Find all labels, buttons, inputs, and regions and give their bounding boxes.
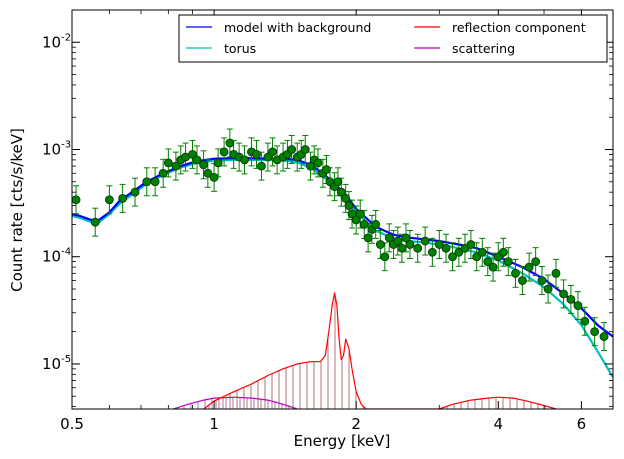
data-point xyxy=(336,187,346,197)
data-point xyxy=(341,193,351,203)
data-point xyxy=(344,201,354,210)
data-point xyxy=(397,243,407,253)
data-point xyxy=(543,284,553,294)
plot-frame xyxy=(71,9,614,410)
x-tick-label: 0.5 xyxy=(60,415,84,433)
data-point xyxy=(477,247,487,257)
data-point xyxy=(393,236,403,246)
legend-label-scattering: scattering xyxy=(452,41,515,56)
data-point xyxy=(448,252,457,262)
data-point xyxy=(142,177,152,187)
data-point xyxy=(171,161,181,171)
data-point xyxy=(580,316,590,326)
data-point xyxy=(287,145,297,154)
data-point xyxy=(225,138,235,148)
data-point xyxy=(518,276,527,285)
legend-box xyxy=(178,14,608,63)
data-point xyxy=(466,240,476,249)
data-point xyxy=(384,233,394,243)
data-point xyxy=(252,150,261,159)
data-point xyxy=(130,187,140,197)
data-point xyxy=(599,332,609,341)
data-point xyxy=(573,301,583,311)
data-point xyxy=(158,168,168,178)
x-tick-label: 2 xyxy=(351,415,361,433)
y-tick-label: 10-5 xyxy=(42,354,71,373)
data-point xyxy=(268,147,277,157)
data-point xyxy=(434,240,444,249)
x-tick-label: 4 xyxy=(494,415,504,433)
data-point xyxy=(531,257,541,267)
data-point xyxy=(427,247,437,257)
data-point xyxy=(441,243,451,253)
data-point xyxy=(590,327,600,337)
data-point xyxy=(371,220,381,229)
data-point xyxy=(163,158,173,168)
data-point xyxy=(380,252,390,262)
data-point xyxy=(413,243,423,253)
data-point xyxy=(401,233,411,243)
data-point xyxy=(118,193,128,203)
data-point xyxy=(488,262,498,272)
data-point xyxy=(313,158,323,168)
legend: model with background torus reflection c… xyxy=(178,14,608,63)
data-point xyxy=(498,247,508,257)
data-points xyxy=(72,138,609,341)
y-axis-label: Count rate [cts/s/keV] xyxy=(8,128,26,292)
x-axis-ticks: 0.5 1 2 4 6 xyxy=(60,10,614,433)
x-tick-label: 6 xyxy=(577,415,587,433)
data-point xyxy=(213,158,223,168)
data-point xyxy=(257,161,266,171)
plot-content xyxy=(72,128,613,409)
data-point xyxy=(351,215,361,225)
data-point xyxy=(363,233,373,243)
data-point xyxy=(511,268,520,278)
x-axis-label: Energy [keV] xyxy=(294,432,391,450)
data-point xyxy=(240,155,249,165)
data-point xyxy=(551,268,561,278)
data-point xyxy=(306,161,315,171)
data-point xyxy=(355,209,365,219)
legend-label-reflection: reflection component xyxy=(452,20,586,35)
data-point xyxy=(322,165,331,174)
data-point xyxy=(454,247,464,257)
data-point xyxy=(483,257,493,267)
torus-line xyxy=(72,158,613,378)
legend-label-model: model with background xyxy=(224,20,371,35)
data-point xyxy=(359,220,369,229)
y-tick-label: 10-3 xyxy=(42,139,71,158)
data-point xyxy=(503,257,513,267)
data-point xyxy=(405,240,415,249)
y-axis-ticks: 10-5 10-4 10-3 10-2 xyxy=(42,9,613,408)
y-tick-label: 10-2 xyxy=(42,32,71,51)
data-errorbars xyxy=(73,128,608,352)
reflection-hatching xyxy=(176,295,553,409)
data-point xyxy=(375,240,385,249)
data-point xyxy=(524,262,534,272)
data-point xyxy=(192,155,202,165)
data-point xyxy=(566,294,576,304)
data-point xyxy=(150,177,160,187)
data-point xyxy=(209,172,219,182)
data-point xyxy=(333,177,343,187)
data-point xyxy=(90,217,100,227)
data-point xyxy=(300,145,310,154)
data-point xyxy=(199,160,208,170)
data-point xyxy=(559,289,568,299)
data-point xyxy=(537,276,547,285)
data-point xyxy=(219,147,229,157)
legend-label-torus: torus xyxy=(224,41,256,56)
y-tick-label: 10-4 xyxy=(42,247,71,266)
data-point xyxy=(420,236,430,246)
data-point xyxy=(203,168,213,178)
scattering-line xyxy=(173,396,298,409)
x-tick-label: 1 xyxy=(209,415,219,433)
data-point xyxy=(72,195,81,205)
reflection-component-line xyxy=(203,292,557,409)
data-point xyxy=(104,195,114,205)
